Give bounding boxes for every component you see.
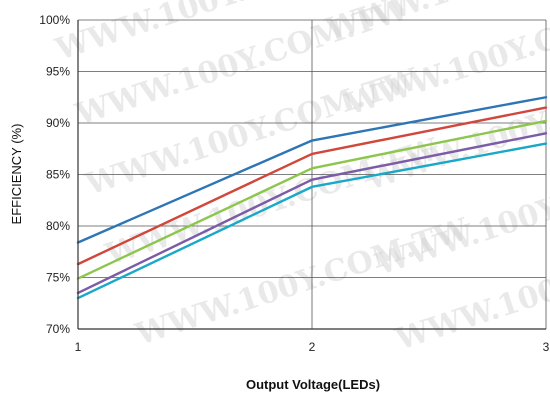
y-tick-label: 90% (46, 116, 70, 130)
x-tick-label: 2 (309, 340, 316, 354)
y-tick-label: 95% (46, 65, 70, 79)
y-tick-label: 80% (46, 219, 70, 233)
y-tick-labels: 70% 75% 80% 85% 90% 95% 100% (39, 13, 70, 336)
y-tick-label: 100% (39, 13, 70, 27)
series-lines (76, 96, 548, 300)
y-axis-title: EFFICIENCY (%) (9, 124, 24, 225)
series-line-1 (76, 96, 548, 244)
series-line-3 (76, 119, 548, 280)
series-line-5 (76, 142, 548, 300)
x-tick-label: 1 (75, 340, 82, 354)
x-tick-label: 3 (543, 340, 550, 354)
axes (77, 20, 546, 330)
y-tick-label: 75% (46, 271, 70, 285)
series-line-2 (76, 106, 548, 266)
y-tick-label: 85% (46, 168, 70, 182)
x-axis-title: Output Voltage(LEDs) (246, 377, 380, 392)
series-line-4 (76, 132, 548, 295)
y-tick-label: 70% (46, 322, 70, 336)
x-tick-labels: 1 2 3 (75, 340, 550, 354)
watermark-layer: WWW.100Y.COM.TWWWW.100Y.COM.TWWWW.100Y.C… (51, 0, 550, 358)
